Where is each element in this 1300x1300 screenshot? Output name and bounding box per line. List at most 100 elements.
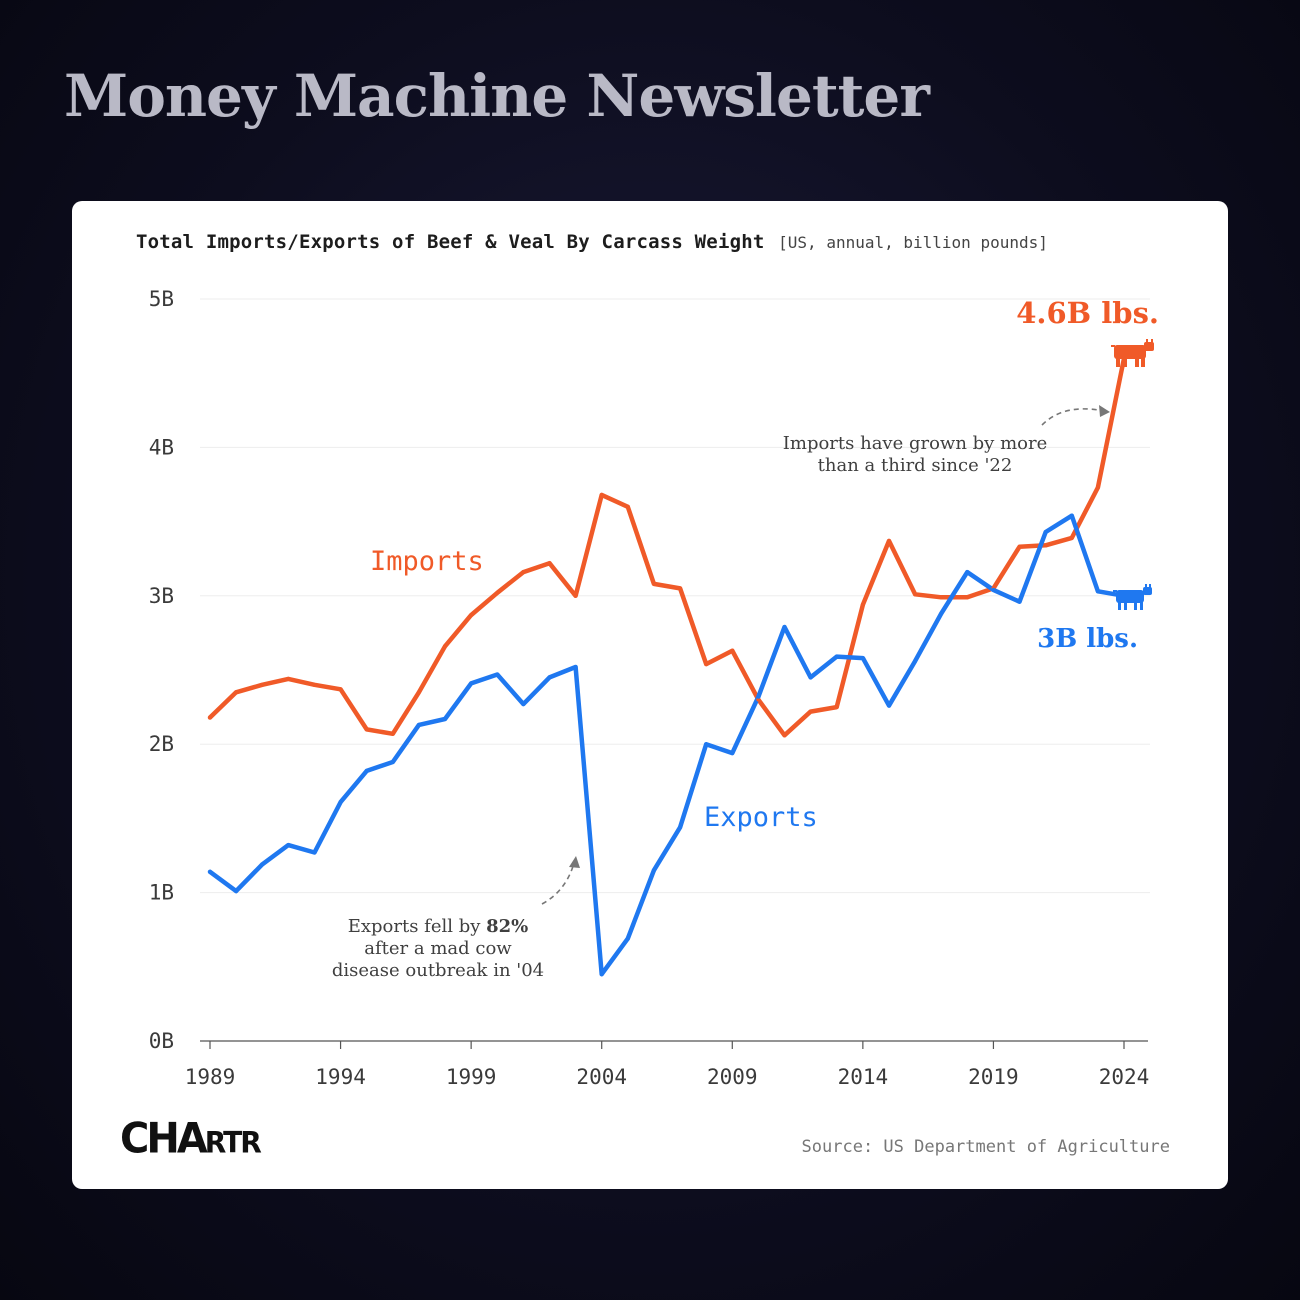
x-axis bbox=[200, 1040, 1148, 1049]
imports-data-point bbox=[443, 644, 448, 649]
exports-data-point bbox=[886, 703, 891, 708]
imports-data-point bbox=[573, 593, 578, 598]
imports-data-point bbox=[260, 682, 265, 687]
chart-card: Total Imports/Exports of Beef & Veal By … bbox=[72, 201, 1228, 1189]
imports-annotation-line-1: Imports have grown by more bbox=[783, 433, 1047, 454]
imports-data-point bbox=[390, 731, 395, 736]
exports-data-point bbox=[756, 694, 761, 699]
exports-data-point bbox=[286, 843, 291, 848]
y-tick-label: 1B bbox=[149, 881, 174, 905]
exports-data-point bbox=[651, 868, 656, 873]
imports-data-point bbox=[965, 595, 970, 600]
exports-data-point bbox=[834, 654, 839, 659]
exports-annotation-line-1: Exports fell by 82% bbox=[348, 916, 529, 937]
imports-data-point bbox=[834, 705, 839, 710]
imports-data-point bbox=[651, 581, 656, 586]
x-tick-label: 2004 bbox=[576, 1065, 627, 1089]
y-axis-labels: 0B 1B 2B 3B 4B 5B bbox=[149, 287, 174, 1053]
imports-data-point bbox=[286, 676, 291, 681]
imports-data-point bbox=[364, 727, 369, 732]
x-tick-label: 1999 bbox=[446, 1065, 497, 1089]
x-tick-label: 2019 bbox=[968, 1065, 1019, 1089]
exports-data-point bbox=[521, 702, 526, 707]
y-tick-label: 4B bbox=[149, 435, 174, 459]
imports-line bbox=[207, 356, 1127, 738]
imports-data-point bbox=[1095, 485, 1100, 490]
exports-data-point bbox=[808, 675, 813, 680]
exports-data-point bbox=[599, 972, 604, 977]
grid-lines bbox=[200, 298, 1150, 894]
exports-data-point bbox=[625, 936, 630, 941]
exports-data-point bbox=[260, 862, 265, 867]
exports-data-point bbox=[704, 742, 709, 747]
x-tick-label: 1994 bbox=[315, 1065, 366, 1089]
exports-data-point bbox=[208, 869, 212, 874]
x-axis-labels: 1989 1994 1999 2004 2009 2014 2019 2024 bbox=[185, 1065, 1150, 1089]
exports-data-point bbox=[390, 760, 395, 765]
exports-data-point bbox=[965, 570, 970, 575]
y-tick-label: 5B bbox=[149, 287, 174, 311]
exports-annotation-arrow bbox=[541, 856, 580, 905]
imports-data-point bbox=[730, 648, 735, 653]
imports-data-point bbox=[338, 687, 343, 692]
x-tick-label: 2024 bbox=[1099, 1065, 1150, 1089]
source-note: Source: US Department of Agriculture bbox=[801, 1137, 1170, 1157]
series-lines bbox=[207, 356, 1127, 977]
imports-annotation-arrow bbox=[1041, 405, 1110, 426]
exports-data-point bbox=[547, 675, 552, 680]
chartr-logo: CHARTR bbox=[120, 1114, 262, 1164]
exports-data-point bbox=[782, 624, 787, 629]
chart-title: Total Imports/Exports of Beef & Veal By … bbox=[136, 231, 1048, 253]
imports-series-label: Imports bbox=[370, 546, 484, 577]
exports-data-point bbox=[1095, 589, 1100, 594]
exports-data-point bbox=[495, 672, 500, 677]
exports-data-point bbox=[730, 751, 735, 756]
imports-data-point bbox=[416, 690, 421, 695]
imports-end-label: 4.6B lbs. bbox=[1016, 296, 1159, 330]
imports-data-point bbox=[495, 590, 500, 595]
exports-data-point bbox=[234, 889, 239, 894]
line-chart: 0B 1B 2B 3B 4B 5B 1989 1994 1999 2004 2009 2014 201… bbox=[149, 287, 1159, 1089]
imports-data-point bbox=[808, 709, 813, 714]
chart-subtitle: [US, annual, billion pounds] bbox=[778, 233, 1048, 252]
imports-data-point bbox=[704, 662, 709, 667]
exports-data-point bbox=[338, 800, 343, 805]
exports-data-point bbox=[939, 611, 944, 616]
cow-icon bbox=[1113, 584, 1152, 610]
exports-data-point bbox=[312, 850, 317, 855]
imports-data-point bbox=[1017, 544, 1022, 549]
exports-annotation-line-3: disease outbreak in '04 bbox=[332, 960, 544, 981]
x-tick-label: 1989 bbox=[185, 1065, 236, 1089]
exports-data-point bbox=[469, 681, 474, 686]
imports-annotation-line-2: than a third since '22 bbox=[818, 455, 1013, 476]
newsletter-title: Money Machine Newsletter bbox=[64, 62, 930, 130]
imports-data-point bbox=[913, 592, 918, 597]
exports-data-point bbox=[860, 656, 865, 661]
imports-data-point bbox=[521, 570, 526, 575]
imports-data-point bbox=[939, 595, 944, 600]
exports-data-point bbox=[1017, 599, 1022, 604]
exports-annotation-line-2: after a mad cow bbox=[364, 938, 512, 959]
exports-annotation-percent: 82% bbox=[486, 916, 528, 937]
exports-annotation-text: Exports fell by bbox=[348, 916, 486, 937]
exports-series-label: Exports bbox=[704, 802, 818, 833]
imports-data-point bbox=[312, 682, 317, 687]
imports-data-point bbox=[886, 538, 891, 543]
exports-data-point bbox=[364, 768, 369, 773]
imports-data-point bbox=[860, 602, 865, 607]
imports-data-point bbox=[625, 504, 630, 509]
imports-data-point bbox=[782, 733, 787, 738]
exports-data-point bbox=[913, 659, 918, 664]
imports-data-point bbox=[469, 613, 474, 618]
cow-icon bbox=[1111, 339, 1154, 367]
y-tick-label: 2B bbox=[149, 732, 174, 756]
exports-data-point bbox=[416, 722, 421, 727]
imports-data-point bbox=[678, 586, 683, 591]
exports-data-point bbox=[678, 825, 683, 830]
imports-data-point bbox=[547, 561, 552, 566]
imports-data-point bbox=[234, 690, 239, 695]
exports-data-point bbox=[1043, 529, 1048, 534]
exports-line bbox=[207, 513, 1127, 977]
exports-data-point bbox=[1069, 513, 1074, 518]
imports-data-point bbox=[599, 492, 604, 497]
